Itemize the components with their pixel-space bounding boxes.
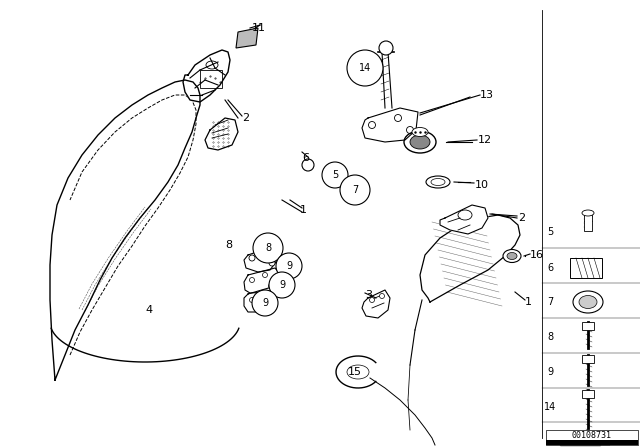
- Circle shape: [276, 253, 302, 279]
- Ellipse shape: [582, 210, 594, 216]
- Text: 5: 5: [547, 227, 553, 237]
- Text: 14: 14: [544, 402, 556, 412]
- Text: 9: 9: [547, 367, 553, 377]
- Text: 9: 9: [286, 261, 292, 271]
- Text: 8: 8: [265, 243, 271, 253]
- Ellipse shape: [410, 135, 430, 149]
- Circle shape: [262, 293, 266, 297]
- Polygon shape: [183, 50, 230, 102]
- Text: 6: 6: [547, 263, 553, 273]
- Polygon shape: [236, 28, 258, 48]
- Circle shape: [269, 272, 295, 298]
- Bar: [584, 213, 592, 231]
- Circle shape: [322, 162, 348, 188]
- Ellipse shape: [412, 128, 428, 137]
- Text: 6: 6: [302, 153, 309, 163]
- Circle shape: [369, 297, 374, 302]
- Bar: [546, 440, 638, 445]
- Text: 14: 14: [359, 63, 371, 73]
- Circle shape: [380, 293, 385, 298]
- Text: 1: 1: [300, 205, 307, 215]
- Polygon shape: [362, 290, 390, 318]
- Text: 8: 8: [225, 240, 232, 250]
- Bar: [546, 430, 638, 445]
- Circle shape: [252, 290, 278, 316]
- Text: 4: 4: [145, 305, 152, 315]
- Ellipse shape: [573, 291, 603, 313]
- Ellipse shape: [507, 253, 517, 259]
- Ellipse shape: [579, 296, 597, 309]
- Circle shape: [406, 126, 413, 134]
- Text: 15: 15: [348, 367, 362, 377]
- Circle shape: [269, 284, 273, 289]
- Polygon shape: [560, 441, 600, 445]
- Circle shape: [262, 272, 268, 277]
- Polygon shape: [362, 108, 418, 142]
- Text: 12: 12: [478, 135, 492, 145]
- Circle shape: [263, 249, 269, 255]
- Circle shape: [302, 159, 314, 171]
- Circle shape: [249, 255, 255, 261]
- Text: 2: 2: [242, 113, 249, 123]
- Polygon shape: [205, 118, 238, 150]
- Text: 7: 7: [547, 297, 553, 307]
- Text: 7: 7: [352, 185, 358, 195]
- Circle shape: [250, 277, 255, 283]
- Text: 11: 11: [252, 23, 266, 33]
- Circle shape: [394, 115, 401, 121]
- FancyBboxPatch shape: [570, 258, 602, 278]
- Text: 10: 10: [475, 180, 489, 190]
- Text: 5: 5: [332, 170, 338, 180]
- Polygon shape: [440, 205, 488, 234]
- Circle shape: [340, 175, 370, 205]
- Text: 8: 8: [547, 332, 553, 342]
- Text: 2: 2: [518, 213, 525, 223]
- Circle shape: [347, 50, 383, 86]
- Polygon shape: [420, 215, 520, 302]
- Bar: [582, 355, 594, 363]
- Circle shape: [379, 41, 393, 55]
- Text: 16: 16: [530, 250, 544, 260]
- Bar: [582, 390, 594, 398]
- Text: 00108731: 00108731: [572, 431, 612, 440]
- Circle shape: [269, 260, 275, 266]
- Polygon shape: [560, 435, 610, 445]
- Text: 13: 13: [480, 90, 494, 100]
- Text: 9: 9: [279, 280, 285, 290]
- Bar: [582, 322, 594, 330]
- Text: 3: 3: [365, 290, 372, 300]
- Circle shape: [369, 121, 376, 129]
- Bar: [200, 70, 222, 88]
- Text: 1: 1: [525, 297, 532, 307]
- Text: 9: 9: [262, 298, 268, 308]
- Circle shape: [253, 233, 283, 263]
- Ellipse shape: [503, 250, 521, 263]
- Circle shape: [250, 297, 255, 302]
